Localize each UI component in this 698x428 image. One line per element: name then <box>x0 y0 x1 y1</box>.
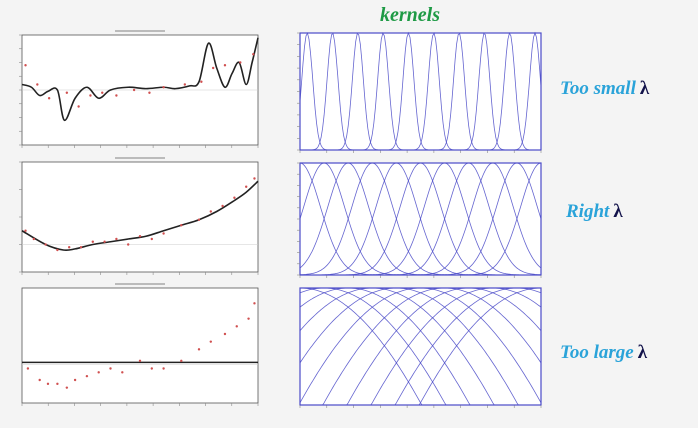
data-point <box>253 302 256 305</box>
data-point <box>47 97 51 100</box>
data-point <box>85 374 89 378</box>
data-point <box>44 243 47 246</box>
data-point <box>162 86 165 89</box>
data-point <box>115 237 118 241</box>
data-point <box>162 367 165 370</box>
data-point <box>32 237 35 241</box>
data-point <box>138 359 142 363</box>
data-point <box>180 224 183 227</box>
kernel-curve-5 <box>299 287 542 403</box>
data-point <box>24 229 27 232</box>
data-point <box>253 177 256 180</box>
kernel-curve-10 <box>300 162 542 276</box>
data-point <box>26 367 30 370</box>
data-point <box>89 94 92 97</box>
data-point <box>24 64 27 67</box>
data-point <box>197 218 201 221</box>
data-point <box>101 91 104 94</box>
data-point <box>91 240 95 243</box>
data-point <box>56 248 59 252</box>
data-point <box>221 204 224 208</box>
slide-title: kernels <box>380 4 440 26</box>
label-too-small-lambda: Too small λ <box>560 78 649 100</box>
data-point <box>56 382 59 386</box>
data-point <box>150 237 153 241</box>
lambda-symbol: λ <box>639 78 650 99</box>
data-point <box>150 367 153 370</box>
label-too-large-text: Too large <box>560 342 634 363</box>
data-point <box>200 80 203 83</box>
fit-curve-0 <box>21 180 259 252</box>
data-point <box>121 371 124 374</box>
plot-caption <box>115 157 165 159</box>
plot-area <box>299 32 542 151</box>
data-point <box>65 386 69 389</box>
data-point <box>239 61 242 64</box>
data-point <box>138 235 142 238</box>
data-point <box>38 378 41 382</box>
data-point <box>223 64 227 67</box>
data-point <box>247 317 250 320</box>
data-point <box>162 232 165 235</box>
data-point <box>183 83 187 86</box>
data-point <box>73 378 77 382</box>
data-point <box>245 185 248 188</box>
data-point <box>235 325 238 328</box>
data-point <box>109 367 112 370</box>
data-point <box>127 243 130 246</box>
plot-area <box>21 287 259 404</box>
plot-caption <box>115 30 165 32</box>
plot-area <box>21 161 259 273</box>
data-point <box>233 196 236 199</box>
data-point <box>223 332 227 336</box>
data-point <box>209 340 212 343</box>
data-point <box>77 105 80 108</box>
plot-area <box>299 287 542 406</box>
data-point <box>252 53 255 56</box>
data-point <box>46 382 50 386</box>
lambda-symbol: λ <box>613 201 623 222</box>
data-point <box>132 88 136 92</box>
plot-caption <box>115 283 165 285</box>
fit-curve-0 <box>21 37 259 122</box>
kernel-curve-6 <box>300 287 542 406</box>
kernel-curve-9 <box>300 31 542 151</box>
data-point <box>197 348 201 351</box>
data-point <box>211 66 215 70</box>
kernel-curve-10 <box>300 287 541 406</box>
data-point <box>68 246 71 249</box>
label-right-lambda: Right λ <box>566 201 623 223</box>
label-right-text: Right <box>566 201 610 222</box>
label-too-large-lambda: Too large λ <box>560 342 647 364</box>
data-point <box>148 91 151 94</box>
lambda-symbol: λ <box>637 342 648 363</box>
data-point <box>79 246 83 249</box>
data-point <box>36 83 39 86</box>
data-point <box>209 210 212 213</box>
data-point <box>180 359 183 363</box>
label-too-small-text: Too small <box>560 78 636 99</box>
data-point <box>103 240 106 243</box>
data-point <box>115 94 118 97</box>
data-point <box>97 371 100 374</box>
data-point <box>65 91 69 94</box>
